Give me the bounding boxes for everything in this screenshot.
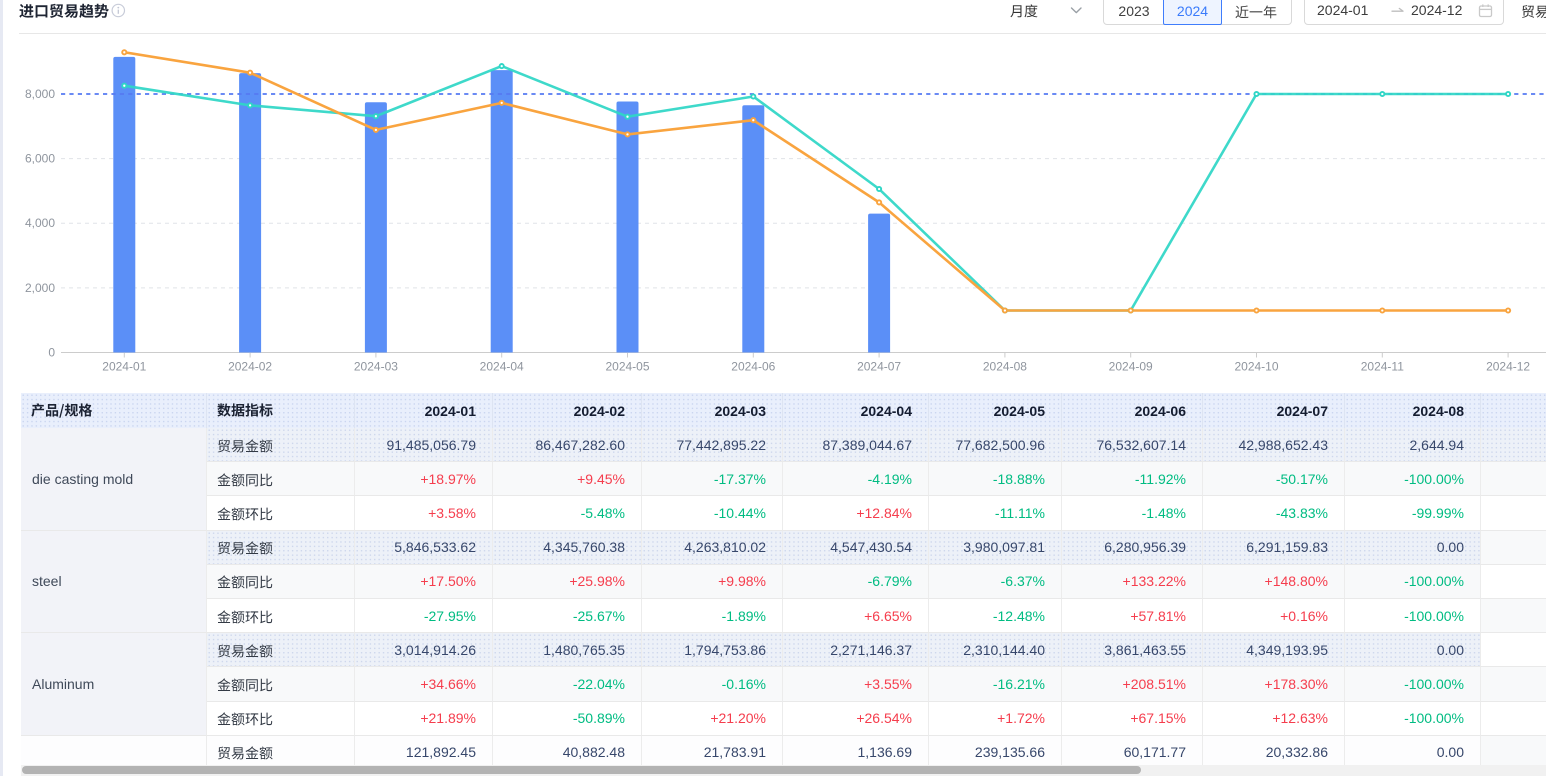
- svg-text:8,000: 8,000: [25, 87, 55, 101]
- svg-text:4,000: 4,000: [25, 216, 55, 230]
- svg-text:2024-03: 2024-03: [354, 360, 398, 374]
- svg-text:2024-06: 2024-06: [731, 360, 775, 374]
- svg-text:2024-09: 2024-09: [1109, 360, 1153, 374]
- svg-text:2024-10: 2024-10: [1234, 360, 1278, 374]
- svg-text:2024-02: 2024-02: [228, 360, 272, 374]
- svg-text:2024-12: 2024-12: [1486, 360, 1530, 374]
- svg-text:2024-11: 2024-11: [1361, 360, 1404, 374]
- svg-text:2024-08: 2024-08: [983, 360, 1027, 374]
- svg-text:0: 0: [48, 346, 55, 360]
- svg-text:2024-04: 2024-04: [480, 360, 524, 374]
- svg-text:2,000: 2,000: [25, 281, 55, 295]
- svg-text:2024-05: 2024-05: [605, 360, 649, 374]
- svg-text:2024-07: 2024-07: [857, 360, 901, 374]
- svg-text:2024-01: 2024-01: [102, 360, 146, 374]
- svg-text:6,000: 6,000: [25, 152, 55, 166]
